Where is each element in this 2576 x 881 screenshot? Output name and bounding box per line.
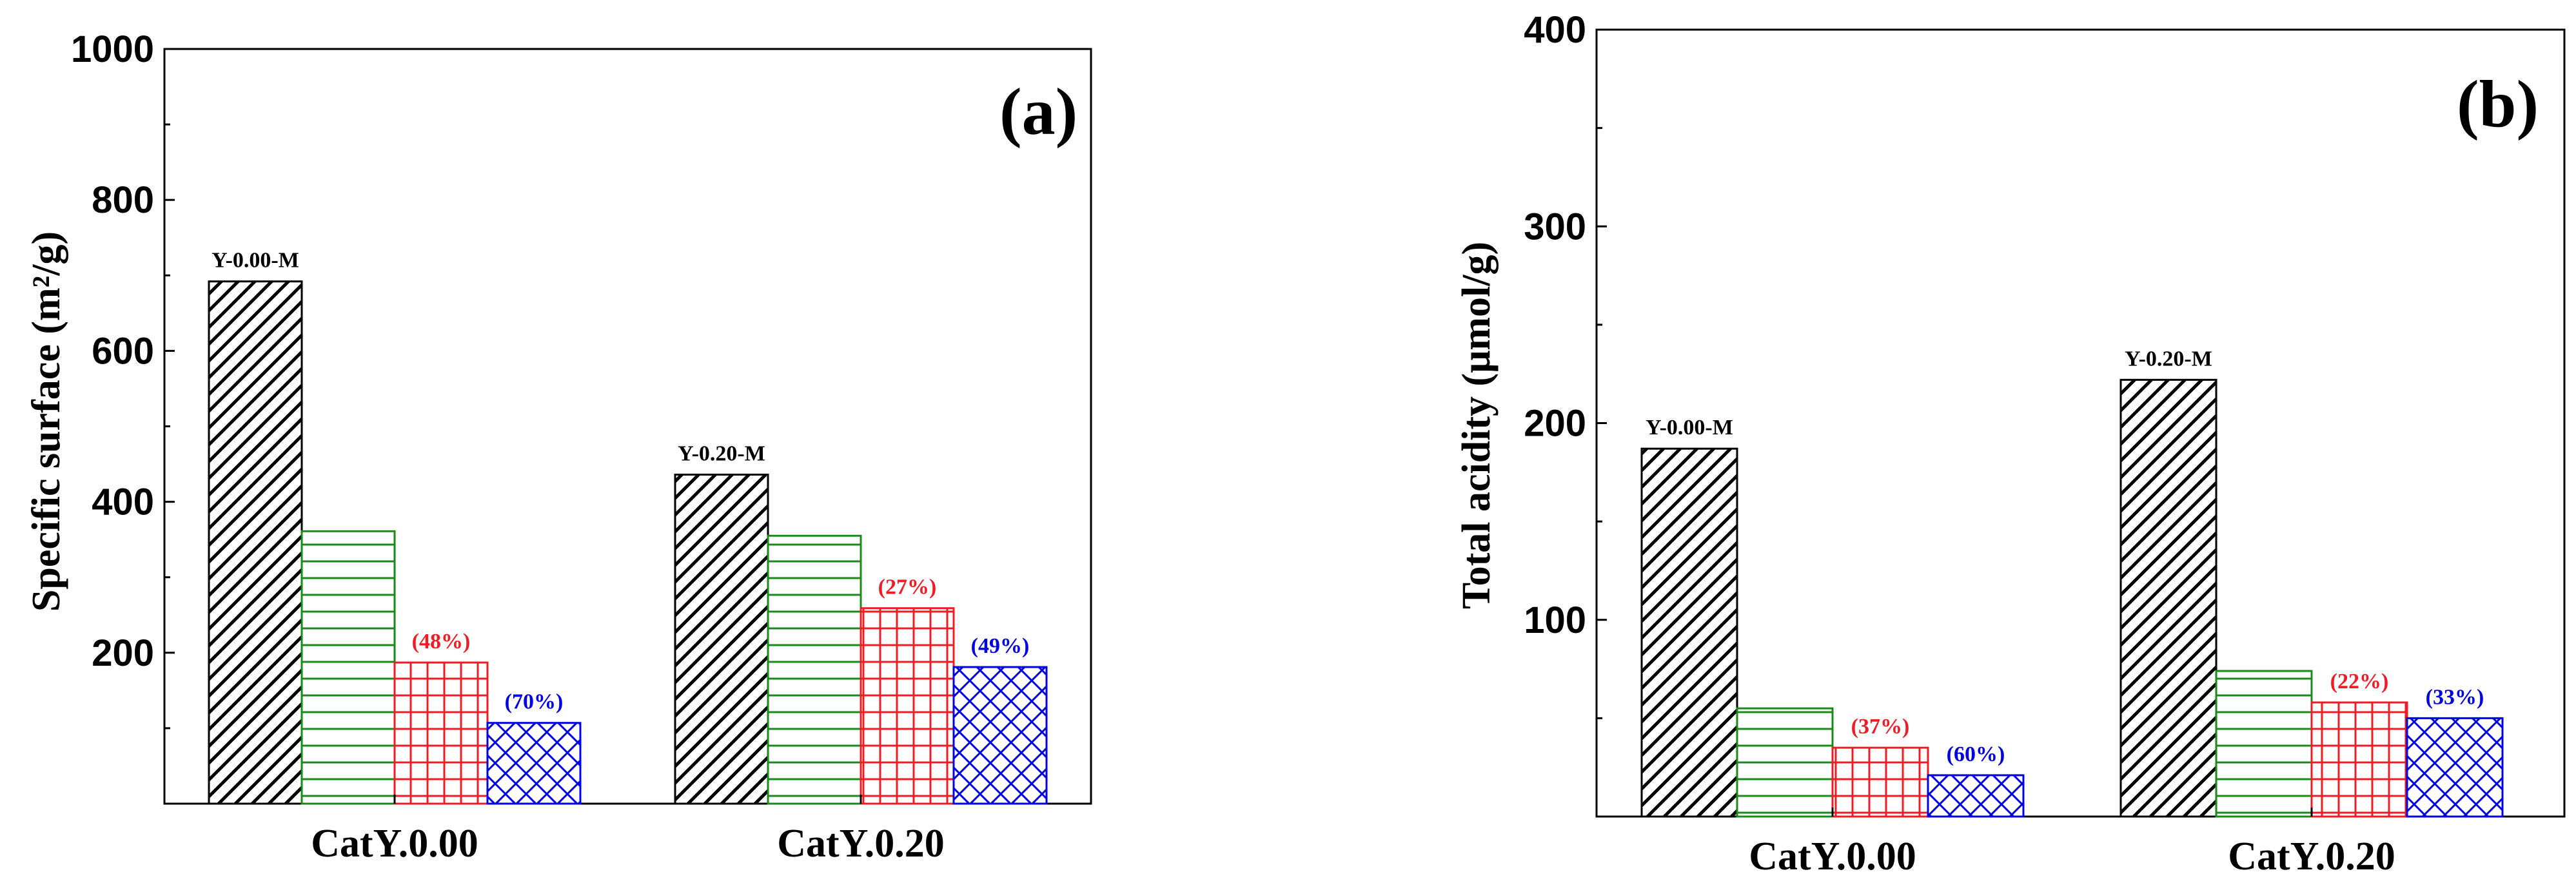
panel-a-plot-area: 200 400 600 800 1000 Y-0.00-M Y-0.20-M (48%) (27… (71, 28, 1092, 866)
panel-a-label: (a) (999, 75, 1077, 149)
panel-b-y-tick-label: 100 (1524, 599, 1586, 641)
panel-a-bar-label: (49%) (971, 634, 1030, 658)
panel-a-bar-label: Y-0.20-M (678, 441, 765, 465)
panel-b-bar-diagonal-0 (1640, 447, 1738, 818)
panel-b-bar-label: (22%) (2330, 670, 2389, 693)
panel-b-bar-horizontal-1 (2215, 670, 2313, 818)
panel-b-y-tick-label: 200 (1524, 403, 1586, 445)
panel-b-bar-label: Y-0.00-M (1646, 416, 1733, 440)
panel-a-bar-crosshatch-1 (952, 666, 1048, 805)
panel-a-bar-label: (48%) (412, 630, 471, 653)
panel-a-bar-label: Y-0.00-M (211, 249, 299, 273)
panel-b-bar-label: (37%) (1851, 715, 1910, 739)
panel-b-y-axis-title: Total acidity (μmol/g) (1455, 242, 1499, 609)
panel-b-bar-label: (60%) (1947, 742, 2005, 766)
panel-a-bar-label: (27%) (878, 576, 937, 599)
panel-b-bar-label: Y-0.20-M (2125, 347, 2212, 371)
panel-b-x-tick-label: CatY.0.20 (2228, 835, 2395, 878)
panel-a-bar-label: (70%) (505, 690, 564, 714)
panel-a-bar-diagonal-1 (674, 473, 769, 805)
panel-a-y-tick-label: 200 (92, 632, 154, 674)
panel-b-bar-crosshatch-1 (2406, 717, 2504, 818)
panel-b-bar-horizontal-0 (1736, 707, 1834, 818)
panel-b-y-tick-label: 400 (1524, 9, 1586, 51)
panel-b-x-tick-label: CatY.0.00 (1749, 835, 1916, 878)
panel-b-bar-grid-0 (1831, 746, 1929, 818)
panel-b-axes-frame (1595, 28, 2566, 818)
panel-a-x-tick-label: CatY.0.00 (311, 822, 478, 866)
panel-b-bar-grid-1 (2310, 701, 2408, 818)
panel-b-bar-label: (33%) (2426, 685, 2484, 709)
panel-a-y-tick-label: 400 (92, 481, 154, 523)
panel-a-y-tick-label: 1000 (71, 28, 154, 70)
panel-b-label: (b) (2457, 67, 2539, 141)
panel-a-x-tick-label: CatY.0.20 (777, 822, 945, 866)
panel-b-bar-diagonal-1 (2119, 378, 2217, 818)
panel-a-bar-crosshatch-0 (486, 722, 582, 805)
panel-b-y-tick-label: 300 (1524, 206, 1586, 247)
panel-a-bar-horizontal-1 (767, 534, 862, 805)
panel-a-y-tick-label: 800 (92, 179, 154, 221)
panel-a-chart: 200 400 600 800 1000 Y-0.00-M Y-0.20-M (48%) (27… (25, 28, 1092, 866)
panel-b-plot-area: 100 200 300 400 Y-0.00-M Y-0.20-M (37%) (22%) (6… (1524, 9, 2566, 878)
panel-b-bar-crosshatch-0 (1927, 774, 2025, 818)
panel-a-bar-grid-0 (393, 661, 489, 805)
panel-a-bar-grid-1 (860, 607, 955, 805)
panel-a-bar-diagonal-0 (208, 280, 303, 805)
panel-b-chart: 100 200 300 400 Y-0.00-M Y-0.20-M (37%) (22%) (6… (1455, 9, 2566, 878)
panel-a-bar-horizontal-0 (300, 530, 396, 805)
panel-a-y-tick-label: 600 (92, 330, 154, 372)
panel-a-y-axis-title: Specific surface (m²/g) (25, 231, 68, 612)
